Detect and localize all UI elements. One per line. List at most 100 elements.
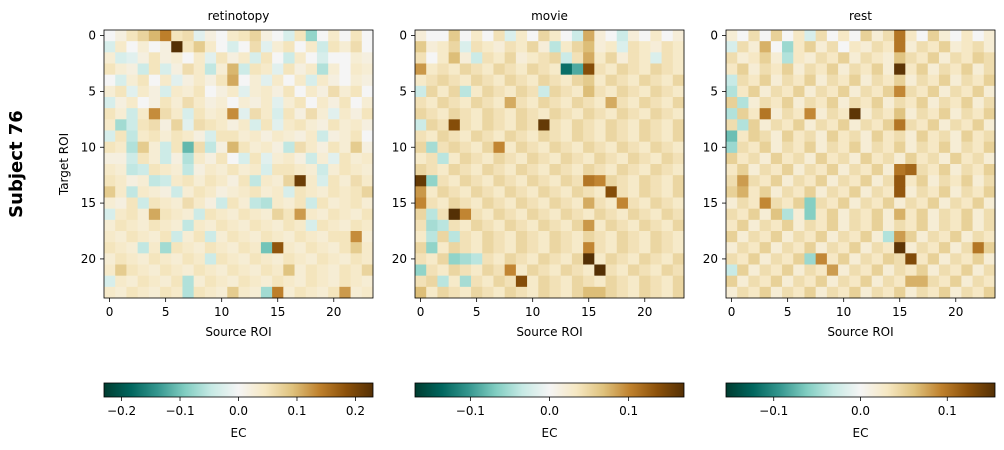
heatmap-cell — [916, 186, 929, 198]
heatmap-cell — [882, 108, 895, 120]
heatmap-cell — [471, 242, 483, 254]
heatmap-cell — [639, 242, 651, 254]
heatmap-cell — [137, 164, 150, 176]
heatmap-cell — [815, 208, 828, 221]
heatmap-cell — [227, 97, 239, 109]
heatmap-cell — [605, 63, 618, 76]
heatmap-cell — [838, 152, 850, 165]
heatmap-cell — [549, 152, 562, 165]
heatmap-cell — [249, 85, 262, 98]
heatmap-cell — [437, 186, 450, 198]
heatmap-cell — [650, 231, 662, 243]
heatmap-cell — [826, 164, 839, 176]
heatmap-cell — [938, 152, 951, 165]
heatmap-cell — [193, 231, 206, 243]
heatmap-cell — [726, 175, 738, 187]
heatmap-cell — [770, 275, 783, 288]
heatmap-cell — [905, 208, 917, 221]
heatmap-cell — [815, 152, 828, 165]
heatmap-cell — [894, 264, 906, 277]
heatmap-cell — [260, 231, 273, 243]
heatmap-cell — [650, 175, 662, 187]
heatmap-cell — [726, 30, 738, 42]
heatmap-cell — [448, 130, 461, 143]
heatmap-cell — [916, 119, 929, 131]
heatmap-cell — [426, 41, 438, 53]
heatmap-cell — [471, 164, 483, 176]
heatmap-cell — [616, 108, 629, 120]
heatmap-cell — [216, 85, 228, 98]
heatmap-cell — [216, 52, 228, 64]
heatmap-cell — [227, 119, 239, 131]
heatmap-cell — [782, 130, 794, 143]
heatmap-cell — [283, 219, 295, 232]
heatmap-cell — [227, 85, 239, 98]
heatmap-cell — [204, 52, 217, 64]
heatmap-cell — [793, 141, 805, 154]
heatmap-cell — [583, 175, 595, 187]
y-tick-label: 20 — [703, 252, 718, 266]
heatmap-cell — [583, 197, 595, 210]
heatmap-cell — [616, 264, 629, 277]
heatmap-cell — [504, 219, 517, 232]
heatmap-cell — [726, 286, 738, 299]
heatmap-cell — [726, 164, 738, 176]
heatmap-cell — [594, 242, 606, 254]
heatmap-cell — [527, 85, 539, 98]
heatmap-cell — [927, 275, 940, 288]
heatmap-cell — [126, 242, 139, 254]
heatmap-cell — [437, 152, 450, 165]
heatmap-cell — [672, 186, 685, 198]
heatmap-cell — [571, 74, 584, 87]
heatmap-cell — [571, 264, 584, 277]
heatmap-cell — [104, 286, 116, 299]
heatmap-cell — [838, 264, 850, 277]
heatmap-cell — [916, 141, 929, 154]
heatmap-cell — [815, 231, 828, 243]
heatmap-cell — [560, 30, 573, 42]
heatmap-cell — [115, 30, 127, 42]
heatmap-cell — [182, 164, 195, 176]
heatmap-cell — [804, 231, 817, 243]
heatmap-cell — [860, 208, 873, 221]
heatmap-cell — [504, 141, 517, 154]
heatmap-cell — [493, 63, 506, 76]
heatmap-cell — [882, 197, 895, 210]
colorbar-tick-label: −0.2 — [107, 404, 136, 418]
heatmap-cell — [426, 219, 438, 232]
heatmap-cell — [826, 175, 839, 187]
heatmap-cell — [927, 130, 940, 143]
heatmap-cell — [594, 264, 606, 277]
heatmap-cell — [238, 74, 251, 87]
heatmap-cell — [227, 52, 239, 64]
heatmap-cell — [515, 231, 528, 243]
heatmap-cell — [204, 152, 217, 165]
heatmap-cell — [860, 264, 873, 277]
heatmap-cell — [905, 152, 917, 165]
heatmap-cell — [815, 286, 828, 299]
heatmap-cell — [961, 219, 973, 232]
heatmap-cell — [961, 242, 973, 254]
heatmap-cell — [538, 63, 550, 76]
heatmap-cell — [260, 275, 273, 288]
heatmap-cell — [482, 164, 494, 176]
heatmap-cell — [583, 108, 595, 120]
heatmap-cell — [527, 186, 539, 198]
heatmap-cell — [339, 264, 351, 277]
heatmap-cell — [583, 85, 595, 98]
heatmap-cell — [782, 141, 794, 154]
heatmap-cell — [860, 119, 873, 131]
heatmap-cell — [339, 219, 351, 232]
heatmap-cell — [549, 275, 562, 288]
heatmap-cell — [737, 30, 749, 42]
heatmap-cell — [748, 219, 761, 232]
heatmap-cell — [961, 152, 973, 165]
heatmap-cell — [605, 197, 618, 210]
heatmap-cell — [737, 186, 749, 198]
heatmap-cell — [350, 286, 363, 299]
heatmap-cell — [927, 286, 940, 299]
heatmap-cell — [793, 219, 805, 232]
heatmap-cell — [726, 41, 738, 53]
heatmap-cell — [838, 286, 850, 299]
